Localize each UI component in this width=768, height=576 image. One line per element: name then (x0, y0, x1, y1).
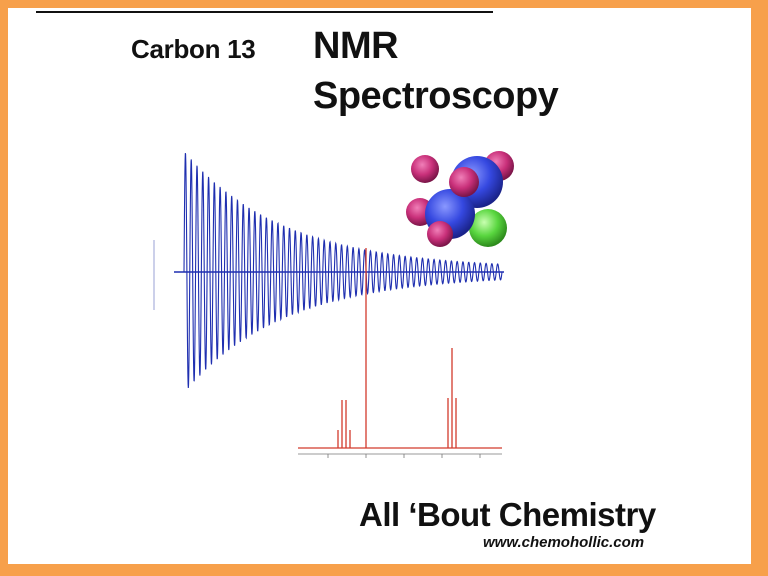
website-url[interactable]: www.chemohollic.com (483, 534, 645, 551)
atom-pink (449, 167, 479, 197)
atom-pink (411, 155, 439, 183)
top-rule (36, 11, 493, 13)
brand-name: All ‘Bout Chemistry (359, 496, 656, 533)
title-prefix: Carbon 13 (131, 34, 256, 64)
slide: Carbon 13 NMR Spectroscopy (8, 8, 751, 564)
fid-graphic (153, 152, 504, 388)
molecule-graphic (406, 151, 514, 247)
spectrum-graphic (298, 248, 502, 458)
spectrum-peaks (337, 248, 457, 448)
title-line-2: Spectroscopy (313, 75, 559, 117)
atom-green (469, 209, 507, 247)
title-line-1: NMR (313, 25, 399, 67)
atom-pink (427, 221, 453, 247)
spectrum-axis-ticks (327, 454, 481, 458)
fid-trace (183, 152, 503, 388)
